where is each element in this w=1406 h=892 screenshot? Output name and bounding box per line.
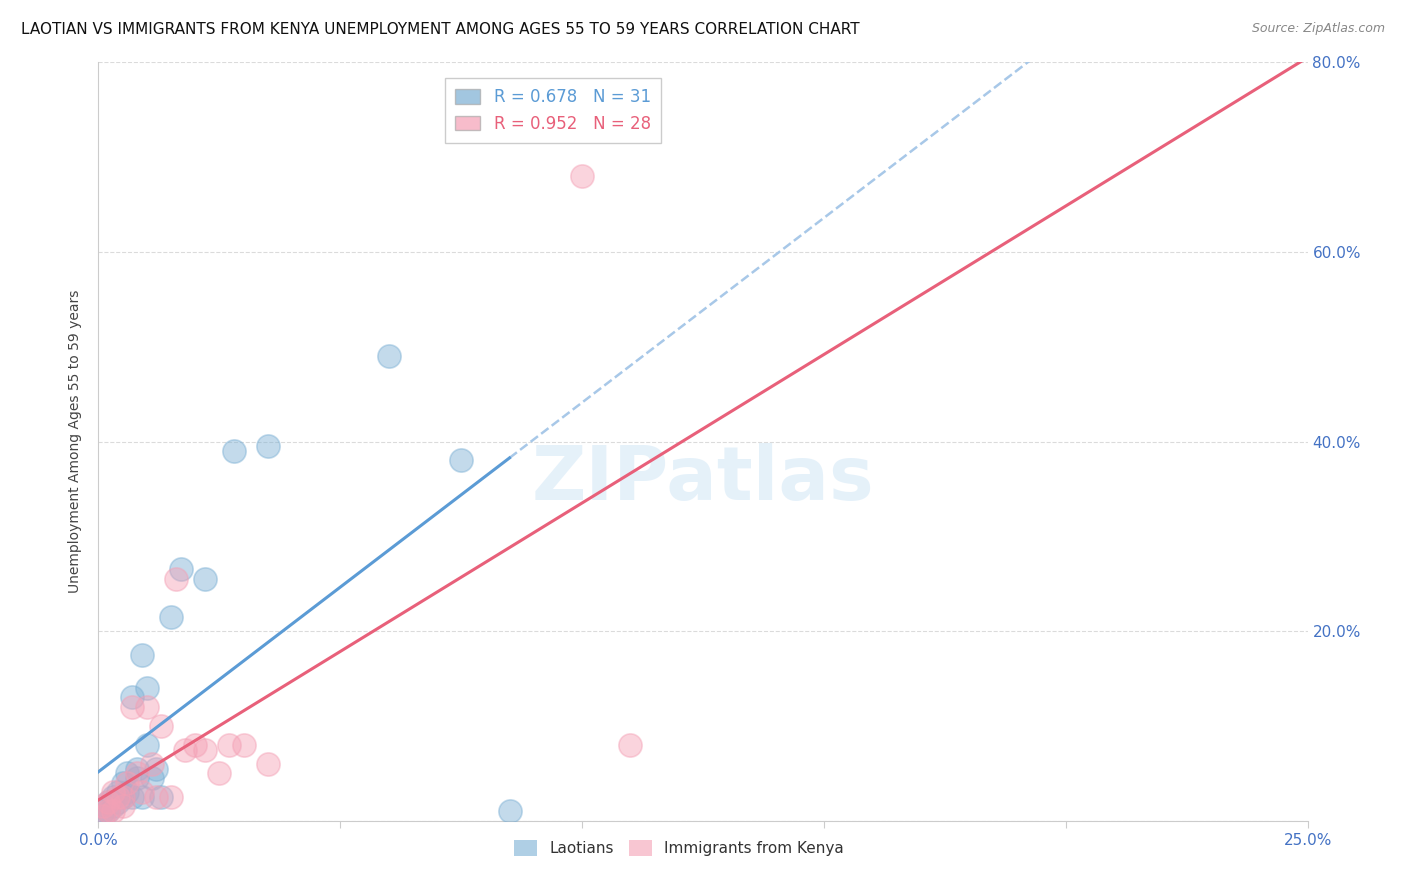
Point [97,804,120,818]
Point [160,789,183,804]
Point [101,799,124,814]
Point [498,804,520,818]
Point [194,572,217,586]
Point [111,789,134,804]
Point [111,799,134,814]
Point [571,169,593,184]
Point [150,719,173,733]
Point [117,766,139,780]
Point [107,795,129,809]
Point [101,789,124,804]
Point [107,789,129,804]
Point [145,789,167,804]
Point [97,804,120,818]
Point [121,690,143,705]
Point [135,681,157,695]
Point [111,789,134,804]
Point [131,648,153,662]
Point [97,795,120,809]
Legend: Laotians, Immigrants from Kenya: Laotians, Immigrants from Kenya [508,834,849,863]
Point [101,804,124,818]
Point [91,799,114,814]
Point [127,771,149,785]
Point [121,789,143,804]
Point [121,699,143,714]
Text: ZIPatlas: ZIPatlas [531,443,875,516]
Point [174,742,197,756]
Point [165,572,187,586]
Point [208,766,231,780]
Point [194,742,217,756]
Point [131,785,153,799]
Point [218,738,240,752]
Text: LAOTIAN VS IMMIGRANTS FROM KENYA UNEMPLOYMENT AMONG AGES 55 TO 59 YEARS CORRELAT: LAOTIAN VS IMMIGRANTS FROM KENYA UNEMPLO… [21,22,859,37]
Point [256,439,278,453]
Point [91,809,114,823]
Point [232,738,254,752]
Point [135,699,157,714]
Point [619,738,641,752]
Point [184,738,207,752]
Point [450,453,472,467]
Point [222,444,245,458]
Point [377,349,399,363]
Point [91,804,114,818]
Y-axis label: Unemployment Among Ages 55 to 59 years: Unemployment Among Ages 55 to 59 years [69,290,83,593]
Point [111,776,134,790]
Point [150,789,173,804]
Point [101,785,124,799]
Point [97,795,120,809]
Point [141,771,163,785]
Point [127,766,149,780]
Point [91,809,114,823]
Point [127,762,149,776]
Point [160,610,183,624]
Point [107,785,129,799]
Point [256,756,278,771]
Point [117,785,139,799]
Point [169,562,191,576]
Point [141,756,163,771]
Text: Source: ZipAtlas.com: Source: ZipAtlas.com [1251,22,1385,36]
Point [131,789,153,804]
Point [117,776,139,790]
Point [135,738,157,752]
Point [145,762,167,776]
